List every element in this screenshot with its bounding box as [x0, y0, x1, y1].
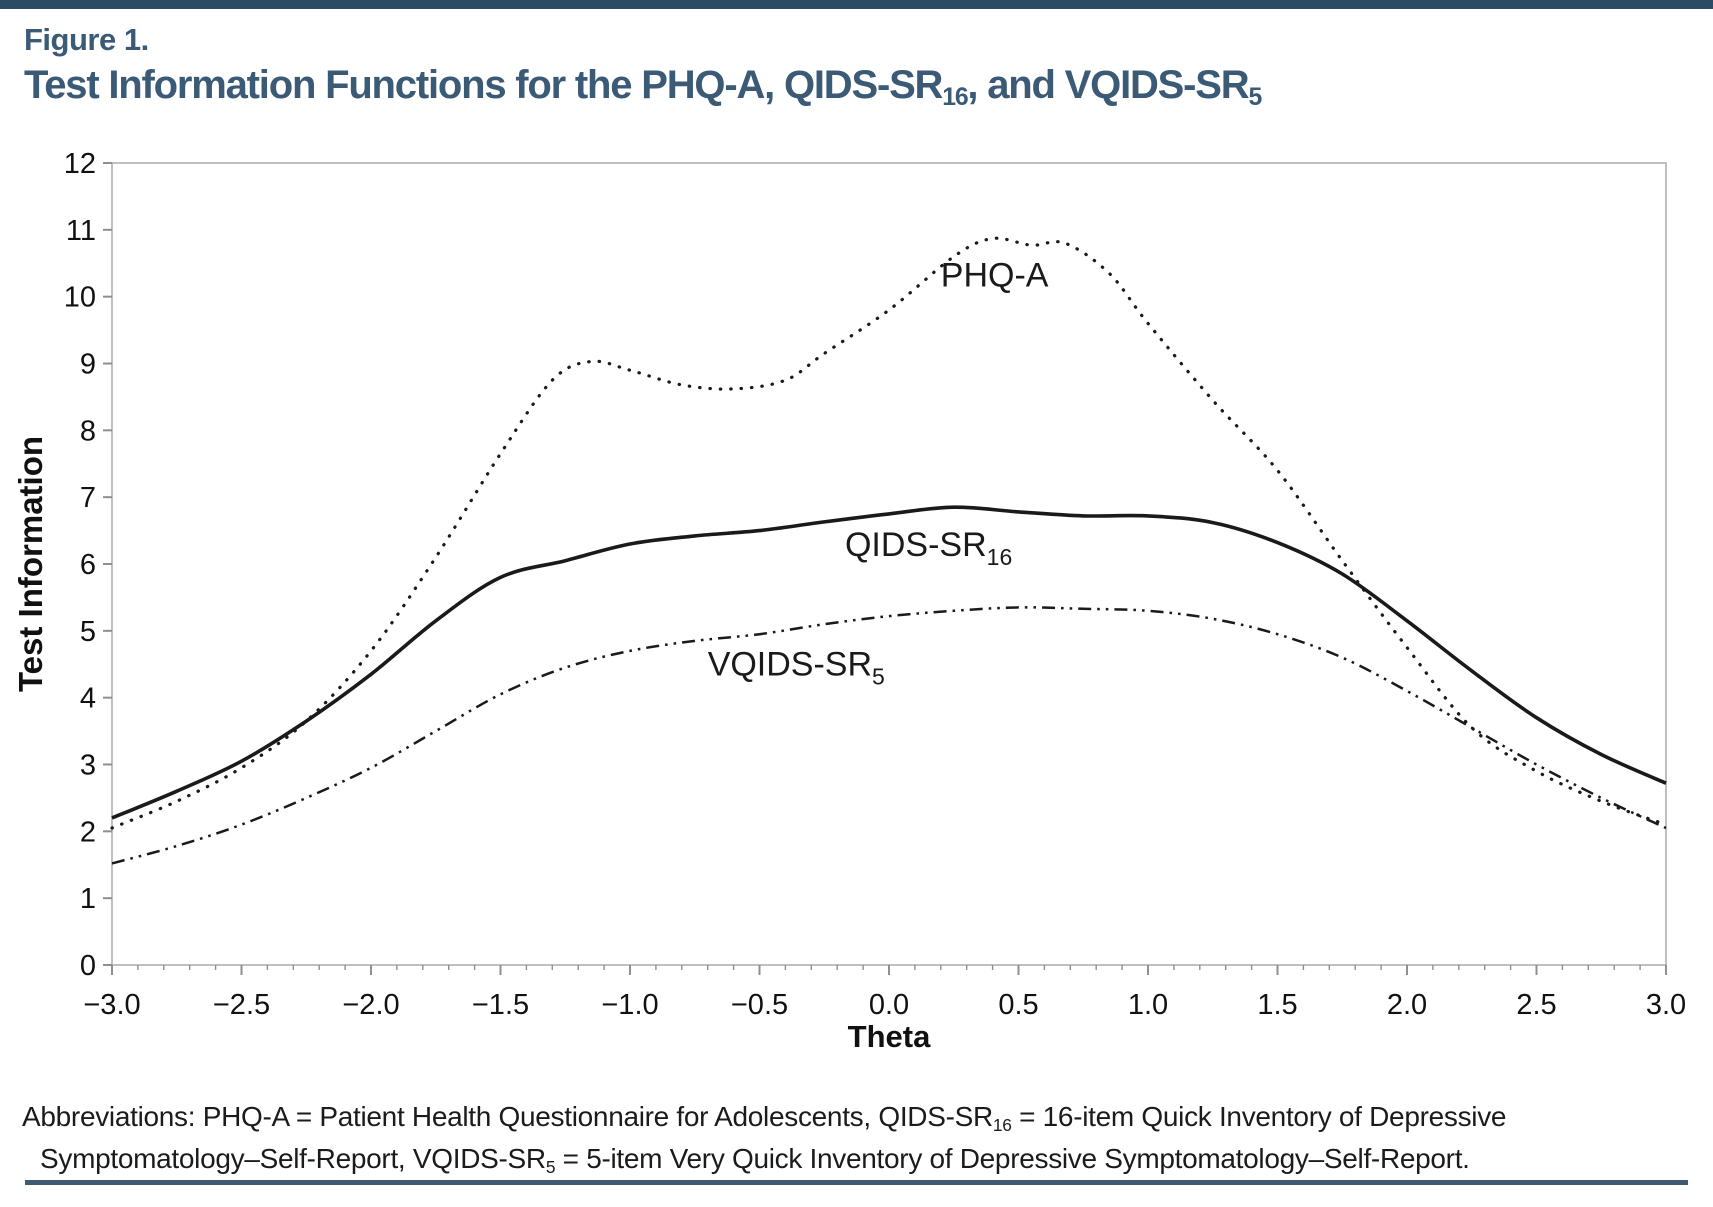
- subscript-text: 5: [1248, 83, 1262, 111]
- text-run: , and VQIDS-SR: [967, 63, 1249, 107]
- x-tick-label: −2.0: [342, 989, 399, 1021]
- x-tick-label: −0.5: [731, 989, 788, 1021]
- series-label-QIDS-SR16: QIDS-SR16: [845, 526, 1012, 570]
- x-tick-label: 1.0: [1128, 989, 1168, 1021]
- y-tick-label: 2: [80, 816, 96, 848]
- x-axis-title: Theta: [848, 1019, 931, 1054]
- subscript-text: 5: [545, 1156, 556, 1177]
- figure-label: Figure 1.: [24, 22, 149, 57]
- footnote-line-1: Abbreviations: PHQ-A = Patient Health Qu…: [22, 1096, 1692, 1138]
- series-line-PHQ-A: [110, 236, 1668, 830]
- figure-title: Test Information Functions for the PHQ-A…: [24, 63, 1262, 111]
- x-tick-label: 2.0: [1387, 989, 1427, 1021]
- y-tick-label: 3: [80, 750, 96, 782]
- y-axis-title: Test Information: [12, 436, 49, 692]
- bottom-rule: [25, 1180, 1688, 1185]
- y-tick-label: 5: [80, 616, 96, 648]
- footnote-line-2: Symptomatology–Self-Report, VQIDS-SR5 = …: [22, 1138, 1692, 1180]
- top-accent-bar: [0, 0, 1713, 9]
- y-tick-label: 1: [80, 883, 96, 915]
- series-label-VQIDS-SR5: VQIDS-SR5: [708, 646, 885, 690]
- text-run: = 5-item Very Quick Inventory of Depress…: [555, 1143, 1470, 1174]
- y-tick-label: 8: [80, 415, 96, 447]
- y-tick-label: 12: [64, 148, 96, 180]
- x-tick-label: −3.0: [83, 989, 140, 1021]
- y-tick-label: 6: [80, 549, 96, 581]
- plot-frame: [111, 162, 1667, 966]
- text-run: Test Information Functions for the PHQ-A…: [24, 63, 943, 107]
- y-tick-label: 9: [80, 349, 96, 381]
- subscript-text: 16: [942, 83, 968, 111]
- text-run: = 16-item Quick Inventory of Depressive: [1011, 1101, 1507, 1132]
- text-run: Abbreviations: PHQ-A = Patient Health Qu…: [22, 1101, 993, 1132]
- x-tick-label: 2.5: [1516, 989, 1556, 1021]
- text-run: Symptomatology–Self-Report, VQIDS-SR: [40, 1143, 546, 1174]
- y-tick-label: 4: [80, 683, 96, 715]
- x-tick-label: −1.0: [601, 989, 658, 1021]
- x-tick-label: 3.0: [1646, 989, 1686, 1021]
- y-tick-label: 10: [64, 282, 96, 314]
- series-label-PHQ-A: PHQ-A: [941, 257, 1049, 295]
- y-tick-label: 0: [80, 950, 96, 982]
- abbreviations-footnote: Abbreviations: PHQ-A = Patient Health Qu…: [22, 1096, 1692, 1180]
- x-tick-label: 1.5: [1257, 989, 1297, 1021]
- y-tick-label: 11: [66, 215, 96, 247]
- x-tick-label: 0.0: [869, 989, 909, 1021]
- x-tick-label: −2.5: [213, 989, 270, 1021]
- y-tick-label: 7: [80, 482, 96, 514]
- x-tick-label: −1.5: [472, 989, 529, 1021]
- series-line-VQIDS-SR5: [111, 606, 1667, 865]
- x-tick-label: 0.5: [998, 989, 1038, 1021]
- subscript-text: 16: [992, 1114, 1012, 1135]
- series-line-QIDS-SR16: [111, 505, 1667, 820]
